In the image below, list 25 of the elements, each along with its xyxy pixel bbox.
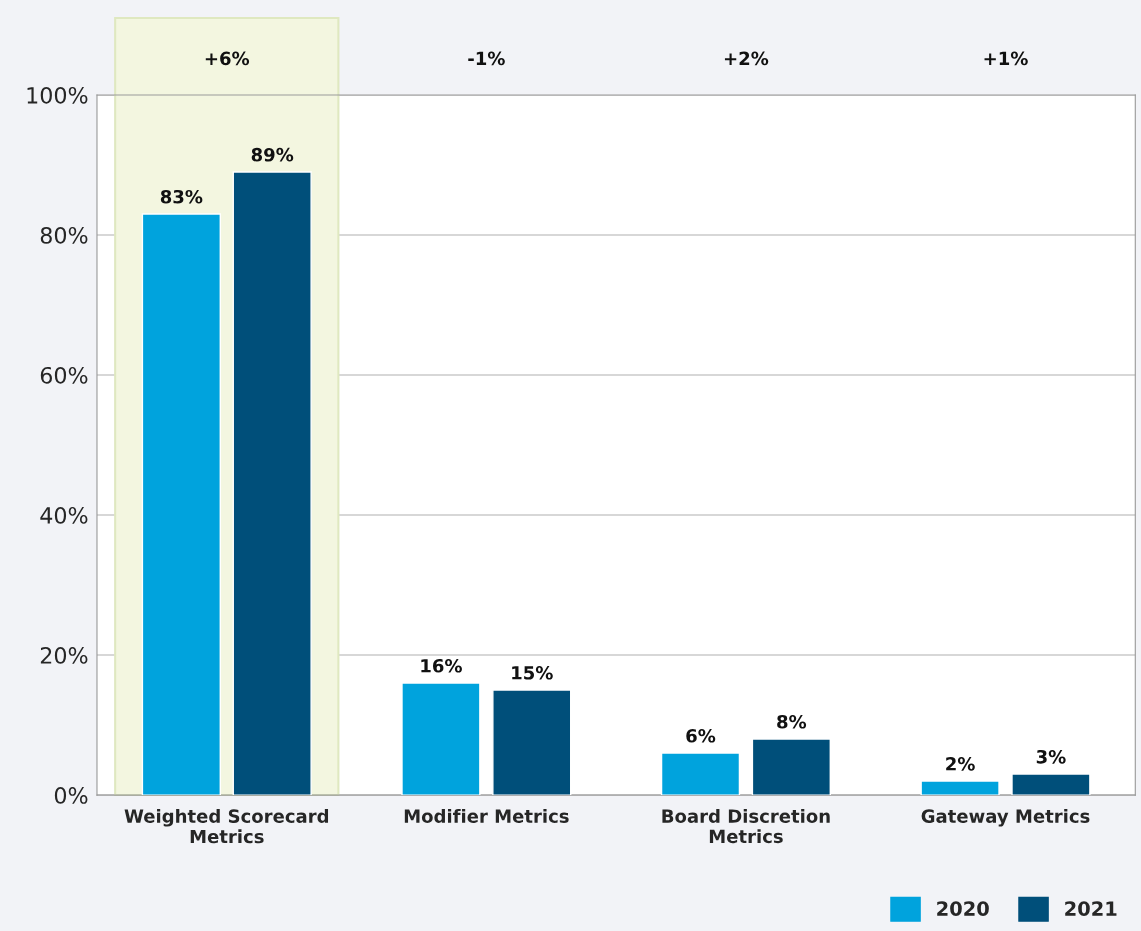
y-tick-label: 80% xyxy=(40,226,88,244)
data-label: 89% xyxy=(251,147,294,162)
y-tick-label: 40% xyxy=(40,506,88,524)
y-tick-label: 0% xyxy=(54,787,88,804)
data-label: 3% xyxy=(1036,749,1066,764)
x-tick-label: Gateway Metrics xyxy=(921,808,1090,827)
x-tick-label: Board Discretion Metrics xyxy=(662,808,830,844)
legend-label: 2020 xyxy=(937,901,989,916)
y-tick-label: 100% xyxy=(27,86,88,104)
data-label: 8% xyxy=(777,714,807,729)
x-tick-label: Modifier Metrics xyxy=(404,808,569,823)
x-tick-label: Weighted Scorecard Metrics xyxy=(124,808,329,844)
data-label: 83% xyxy=(160,189,203,204)
data-label: 6% xyxy=(686,728,716,743)
text: +6% xyxy=(205,51,250,66)
data-label: 2% xyxy=(946,756,975,771)
text: +2% xyxy=(724,51,769,66)
y-tick-label: 60% xyxy=(40,366,88,384)
text: +1% xyxy=(984,51,1028,66)
y-tick-label: 20% xyxy=(40,647,88,664)
bar xyxy=(141,213,221,796)
data-label: 16% xyxy=(421,658,462,673)
data-label: 15% xyxy=(512,665,553,680)
text: -1% xyxy=(468,51,505,66)
legend-label: 2021 xyxy=(1065,901,1117,916)
